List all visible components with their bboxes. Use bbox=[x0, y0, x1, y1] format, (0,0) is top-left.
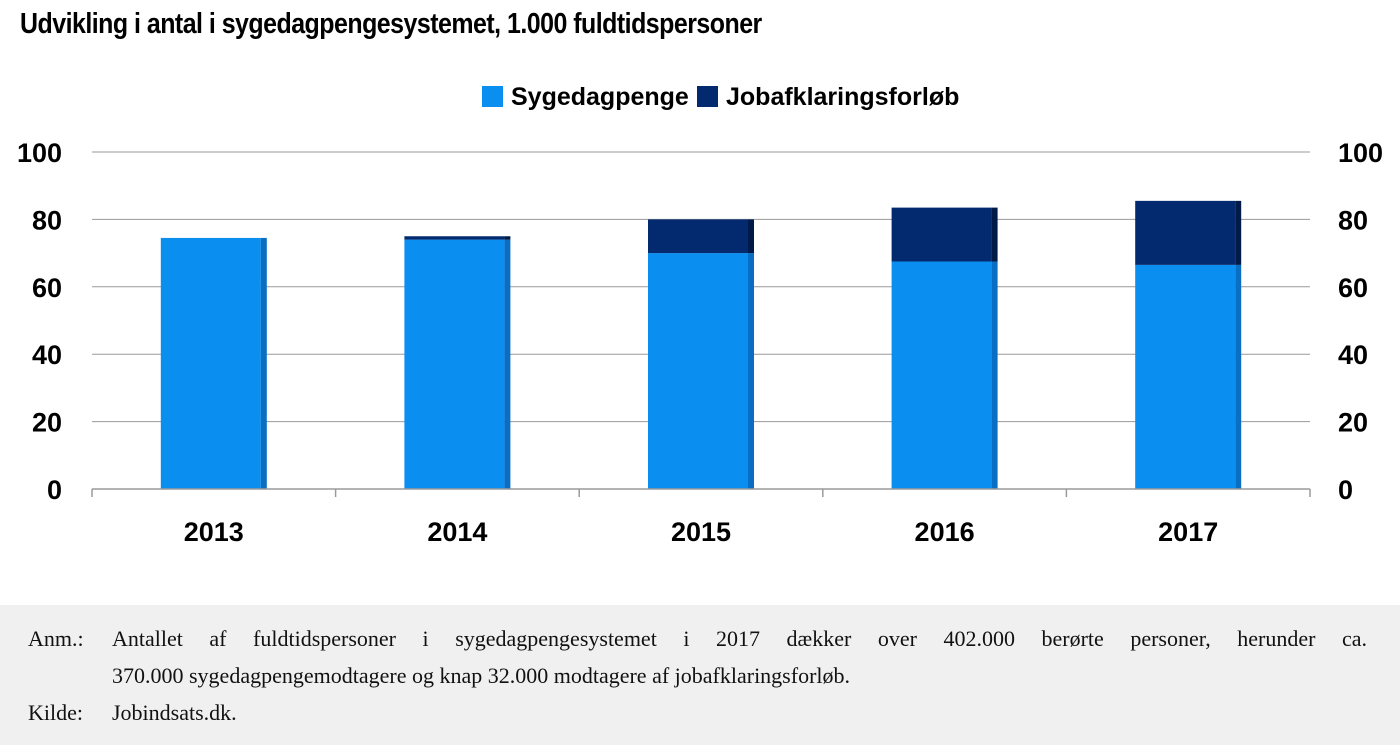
bar-side-sygedagpenge-2013 bbox=[260, 237, 267, 489]
bar-side-sygedagpenge-2014 bbox=[504, 239, 511, 489]
anm-label: Anm.: bbox=[28, 626, 84, 651]
legend-swatch-jobafklaring bbox=[697, 86, 718, 107]
y-tick-label-left: 60 bbox=[32, 273, 62, 303]
bar-side-sygedagpenge-2015 bbox=[748, 253, 754, 489]
legend-label-sygedagpenge: Sygedagpenge bbox=[511, 83, 689, 111]
bar-sygedagpenge-2015 bbox=[648, 253, 748, 489]
axes: 0 0 20 20 40 40 60 60 80 80 100 100 2013 2014 2015 2016… bbox=[17, 138, 1383, 547]
x-tick-label: 2014 bbox=[427, 517, 487, 547]
bar-side-sygedagpenge-2017 bbox=[1235, 264, 1242, 489]
bar-jobafklaring-2017 bbox=[1135, 200, 1236, 265]
y-tick-label-right: 20 bbox=[1338, 408, 1368, 438]
bar-sygedagpenge-2014 bbox=[404, 239, 505, 489]
y-tick-label-right: 80 bbox=[1338, 205, 1368, 235]
bar-side-jobafklaring-2015 bbox=[748, 219, 754, 254]
chart-area: 0 0 20 20 40 40 60 60 80 80 100 100 2013 2014 2015 2016… bbox=[17, 83, 1383, 547]
bar-side-jobafklaring-2017 bbox=[1235, 200, 1242, 265]
kilde-label: Kilde: bbox=[28, 700, 83, 725]
bar-sygedagpenge-2016 bbox=[891, 261, 992, 489]
bar-side-jobafklaring-2016 bbox=[991, 207, 998, 262]
x-tick-label: 2013 bbox=[184, 517, 244, 547]
y-tick-label-right: 40 bbox=[1338, 340, 1368, 370]
anm-text-line-1: Antallet af fuldtidspersoner i sygedagpe… bbox=[112, 626, 1367, 651]
anm-text-line-2: 370.000 sygedagpengemodtagere og knap 32… bbox=[112, 663, 851, 688]
legend-swatch-sygedagpenge bbox=[482, 86, 503, 107]
bar-sygedagpenge-2013 bbox=[160, 237, 261, 489]
bar-sygedagpenge-2017 bbox=[1135, 264, 1236, 489]
legend: Sygedagpenge Jobafklaringsforløb bbox=[482, 83, 959, 111]
y-tick-label-right: 0 bbox=[1338, 475, 1353, 505]
x-tick-label: 2015 bbox=[671, 517, 731, 547]
bar-jobafklaring-2014 bbox=[404, 236, 505, 240]
x-tick-label: 2017 bbox=[1158, 517, 1218, 547]
kilde-text: Jobindsats.dk. bbox=[112, 700, 237, 725]
bar-series bbox=[160, 200, 1242, 489]
y-tick-label-left: 100 bbox=[17, 138, 62, 168]
y-tick-label-left: 40 bbox=[32, 340, 62, 370]
x-tick-label: 2016 bbox=[915, 517, 975, 547]
y-tick-label-left: 80 bbox=[32, 205, 62, 235]
footnote-panel: Anm.: Antallet af fuldtidspersoner i syg… bbox=[0, 605, 1400, 745]
bar-side-jobafklaring-2014 bbox=[504, 236, 511, 240]
y-tick-label-right: 60 bbox=[1338, 273, 1368, 303]
chart-title: Udvikling i antal i sygedagpengesystemet… bbox=[20, 8, 762, 40]
bar-jobafklaring-2016 bbox=[891, 207, 992, 262]
bar-jobafklaring-2015 bbox=[648, 219, 748, 254]
legend-label-jobafklaring: Jobafklaringsforløb bbox=[726, 83, 959, 111]
y-tick-label-left: 0 bbox=[47, 475, 62, 505]
bar-side-sygedagpenge-2016 bbox=[991, 261, 998, 489]
y-tick-label-right: 100 bbox=[1338, 138, 1383, 168]
y-tick-label-left: 20 bbox=[32, 408, 62, 438]
